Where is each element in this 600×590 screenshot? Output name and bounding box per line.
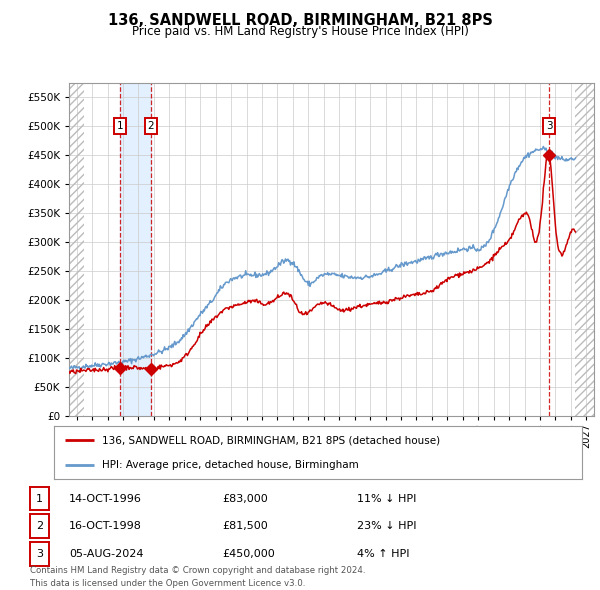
Bar [120,83,151,416]
Text: Contains HM Land Registry data © Crown copyright and database right 2024.
This d: Contains HM Land Registry data © Crown c… [30,566,365,588]
Text: 14-OCT-1996: 14-OCT-1996 [69,494,142,503]
Text: Price paid vs. HM Land Registry's House Price Index (HPI): Price paid vs. HM Land Registry's House … [131,25,469,38]
Text: 1: 1 [116,121,123,131]
Text: £83,000: £83,000 [222,494,268,503]
Text: 3: 3 [546,121,553,131]
Text: HPI: Average price, detached house, Birmingham: HPI: Average price, detached house, Birm… [101,460,358,470]
Text: 23% ↓ HPI: 23% ↓ HPI [357,522,416,531]
Text: 16-OCT-1998: 16-OCT-1998 [69,522,142,531]
Text: 136, SANDWELL ROAD, BIRMINGHAM, B21 8PS (detached house): 136, SANDWELL ROAD, BIRMINGHAM, B21 8PS … [101,435,440,445]
Bar [575,83,594,416]
Text: 4% ↑ HPI: 4% ↑ HPI [357,549,409,559]
Text: 136, SANDWELL ROAD, BIRMINGHAM, B21 8PS: 136, SANDWELL ROAD, BIRMINGHAM, B21 8PS [107,13,493,28]
Text: 05-AUG-2024: 05-AUG-2024 [69,549,143,559]
Text: £450,000: £450,000 [222,549,275,559]
Bar [69,83,85,416]
Text: £81,500: £81,500 [222,522,268,531]
Text: 3: 3 [36,549,43,559]
Text: 2: 2 [148,121,154,131]
Text: 1: 1 [36,494,43,503]
Text: 11% ↓ HPI: 11% ↓ HPI [357,494,416,503]
Text: 2: 2 [36,522,43,531]
